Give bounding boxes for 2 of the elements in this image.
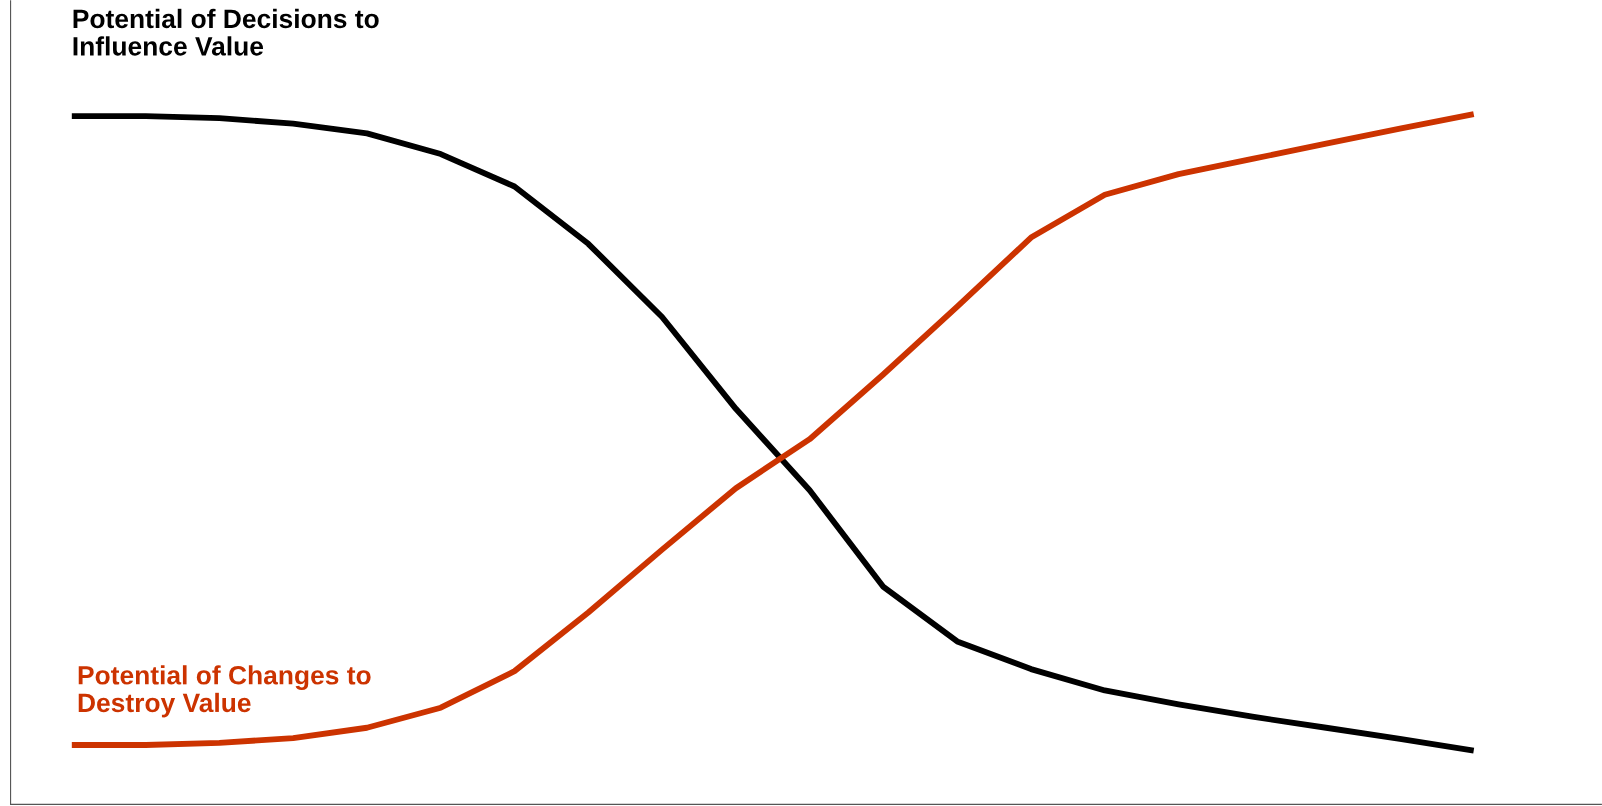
text: Potential of Decisions to Influence Value (73, 8, 379, 56)
series-label: Potential of Changes to Destroy Value (78, 665, 371, 718)
